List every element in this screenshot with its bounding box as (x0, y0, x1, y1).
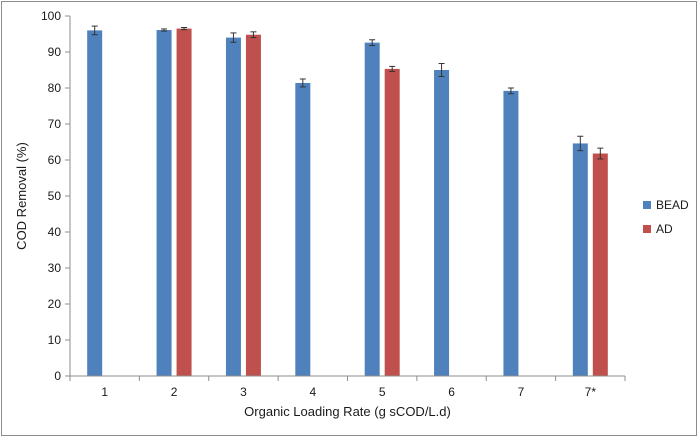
bar-ad (245, 34, 261, 376)
y-tick-label: 100 (41, 9, 61, 23)
x-tick-label: 7* (585, 385, 597, 399)
bar-bead (87, 30, 103, 377)
x-tick-label: 7 (518, 385, 525, 399)
bar-bead (295, 82, 311, 377)
bar-bead (503, 90, 519, 376)
y-axis-ticks: 0 10 20 30 40 50 60 70 80 90 100 (41, 9, 70, 383)
bar-bead (156, 30, 172, 376)
y-tick-label: 50 (48, 189, 62, 203)
legend-label-bead: BEAD (656, 198, 689, 212)
x-axis-title: Organic Loading Rate (g sCOD/L.d) (244, 404, 451, 419)
x-tick-label: 5 (379, 385, 386, 399)
y-axis-title: COD Removal (%) (14, 142, 29, 250)
y-tick-label: 80 (48, 81, 62, 95)
bar-ad (592, 153, 608, 376)
x-tick-label: 3 (240, 385, 247, 399)
bar-ad (384, 68, 400, 377)
error-bars (91, 25, 604, 160)
bar-bead (225, 37, 241, 376)
bars (87, 28, 608, 377)
y-tick-label: 30 (48, 261, 62, 275)
x-tick-label: 1 (101, 385, 108, 399)
y-tick-label: 20 (48, 297, 62, 311)
x-tick-label: 2 (171, 385, 178, 399)
y-tick-label: 10 (48, 333, 62, 347)
bar-bead (572, 143, 588, 376)
bar-ad (176, 28, 192, 376)
y-tick-label: 60 (48, 153, 62, 167)
y-tick-label: 0 (54, 369, 61, 383)
legend-label-ad: AD (656, 222, 673, 236)
bar-bead (364, 42, 380, 376)
x-tick-label: 6 (448, 385, 455, 399)
legend: BEAD AD (643, 198, 689, 236)
legend-swatch-bead (643, 201, 651, 209)
y-tick-label: 70 (48, 117, 62, 131)
y-tick-label: 40 (48, 225, 62, 239)
x-axis-ticks: 1 2 3 4 5 6 7 7* (69, 376, 626, 399)
legend-swatch-ad (643, 225, 651, 233)
x-tick-label: 4 (309, 385, 316, 399)
bar-bead (434, 70, 450, 376)
y-tick-label: 90 (48, 45, 62, 59)
